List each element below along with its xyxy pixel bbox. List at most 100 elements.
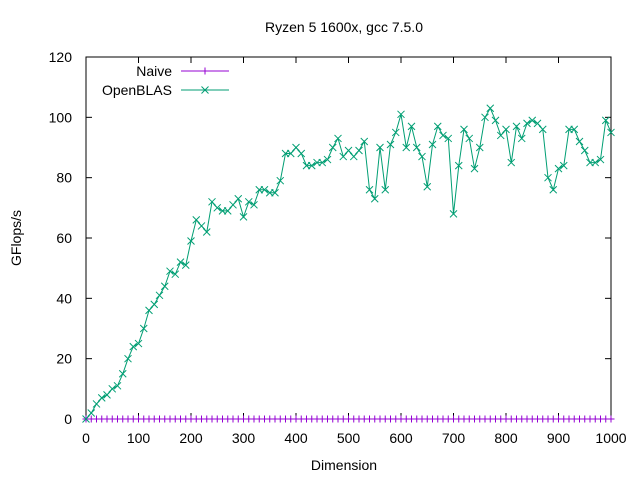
- data-point-openblas: [213, 203, 222, 212]
- data-point-openblas: [239, 213, 248, 221]
- data-point-openblas: [103, 391, 111, 399]
- y-tick-label: 60: [56, 230, 72, 246]
- data-point-openblas: [355, 146, 363, 155]
- series-layer: [82, 104, 615, 423]
- data-point-openblas: [145, 306, 153, 315]
- data-point-openblas: [397, 110, 405, 119]
- y-tick-label: 100: [49, 109, 73, 125]
- data-point-openblas: [470, 164, 479, 173]
- data-point-openblas: [229, 200, 237, 209]
- data-point-openblas: [97, 394, 106, 402]
- x-tick-label: 200: [179, 430, 203, 446]
- legend-marker-naive: [201, 67, 209, 75]
- data-point-openblas: [538, 125, 547, 134]
- data-point-openblas: [370, 194, 379, 203]
- data-point-openblas: [444, 134, 453, 143]
- data-point-openblas: [192, 216, 201, 224]
- data-point-openblas: [554, 164, 563, 173]
- x-tick-label: 900: [547, 430, 571, 446]
- data-point-openblas: [381, 185, 390, 194]
- data-point-openblas: [502, 125, 510, 134]
- data-point-openblas: [544, 173, 552, 182]
- data-point-openblas: [533, 119, 542, 128]
- plot-frame: [85, 56, 612, 420]
- data-point-openblas: [412, 143, 421, 152]
- data-point-openblas: [475, 143, 484, 152]
- data-point-openblas: [365, 185, 374, 194]
- data-point-openblas: [496, 131, 505, 140]
- data-point-openblas: [160, 282, 169, 291]
- data-point-openblas: [260, 185, 269, 194]
- data-point-openblas: [244, 197, 253, 206]
- data-point-openblas: [486, 104, 495, 113]
- data-point-openblas: [139, 324, 148, 333]
- data-point-openblas: [155, 291, 164, 300]
- data-point-openblas: [402, 143, 411, 152]
- data-point-openblas: [292, 143, 300, 152]
- data-point-openblas: [187, 237, 195, 245]
- data-point-openblas: [134, 339, 143, 348]
- data-point-openblas: [108, 384, 117, 393]
- axis-ticks: 0 100 200 300 400 500 600 700 800 900 1000 0 20 40 60 8…: [49, 49, 627, 446]
- data-point-openblas: [208, 197, 216, 206]
- x-tick-label: 500: [337, 430, 361, 446]
- data-point-openblas: [197, 222, 206, 230]
- x-tick-label: 300: [232, 430, 256, 446]
- data-point-openblas: [523, 119, 531, 128]
- data-point-openblas: [307, 161, 316, 170]
- x-tick-label: 800: [494, 430, 518, 446]
- legend: Naive OpenBLAS: [102, 63, 229, 98]
- data-point-openblas: [318, 158, 327, 167]
- x-tick-label: 400: [284, 430, 308, 446]
- y-tick-label: 80: [56, 170, 72, 186]
- data-point-openblas: [391, 128, 400, 137]
- data-point-openblas: [465, 134, 474, 143]
- data-point-openblas: [517, 134, 526, 143]
- series-line-openblas: [85, 107, 612, 420]
- data-point-openblas: [223, 206, 232, 215]
- data-point-openblas: [334, 134, 342, 143]
- data-point-openblas: [507, 158, 516, 167]
- legend-label-openblas: OpenBLAS: [102, 82, 172, 98]
- data-point-openblas: [82, 415, 90, 423]
- y-tick-label: 120: [49, 49, 73, 65]
- data-point-openblas: [433, 122, 442, 131]
- data-point-openblas: [423, 182, 432, 191]
- data-point-openblas: [570, 125, 579, 134]
- data-point-openblas: [181, 261, 190, 270]
- data-point-openblas: [271, 188, 279, 197]
- data-point-openblas: [344, 146, 353, 155]
- data-point-openblas: [349, 152, 358, 161]
- y-tick-label: 40: [56, 290, 72, 306]
- x-axis-label: Dimension: [311, 457, 377, 473]
- data-point-openblas: [87, 409, 96, 417]
- data-point-openblas: [386, 140, 395, 149]
- data-point-openblas: [176, 258, 185, 266]
- data-point-openblas: [323, 155, 332, 164]
- data-point-openblas: [276, 176, 285, 185]
- data-point-openblas: [376, 143, 384, 152]
- legend-marker-openblas: [201, 86, 209, 94]
- data-point-openblas: [460, 125, 468, 134]
- data-point-openblas: [481, 113, 489, 122]
- data-point-openblas: [339, 152, 348, 161]
- data-point-openblas: [580, 146, 589, 155]
- data-point-openblas: [439, 131, 447, 140]
- legend-label-naive: Naive: [136, 63, 172, 79]
- data-point-openblas: [328, 143, 337, 152]
- data-point-openblas: [234, 194, 243, 203]
- data-point-openblas: [250, 200, 258, 209]
- data-point-openblas: [591, 158, 600, 167]
- data-point-openblas: [171, 270, 180, 279]
- data-point-openblas: [124, 354, 132, 363]
- data-point-openblas: [297, 149, 306, 158]
- data-point-openblas: [607, 128, 615, 137]
- x-tick-label: 0: [82, 430, 90, 446]
- data-point-openblas: [286, 149, 295, 158]
- data-point-openblas: [528, 116, 537, 125]
- data-point-openblas: [449, 210, 458, 218]
- data-point-openblas: [601, 116, 610, 125]
- data-point-openblas: [166, 267, 174, 276]
- data-point-openblas: [129, 342, 138, 351]
